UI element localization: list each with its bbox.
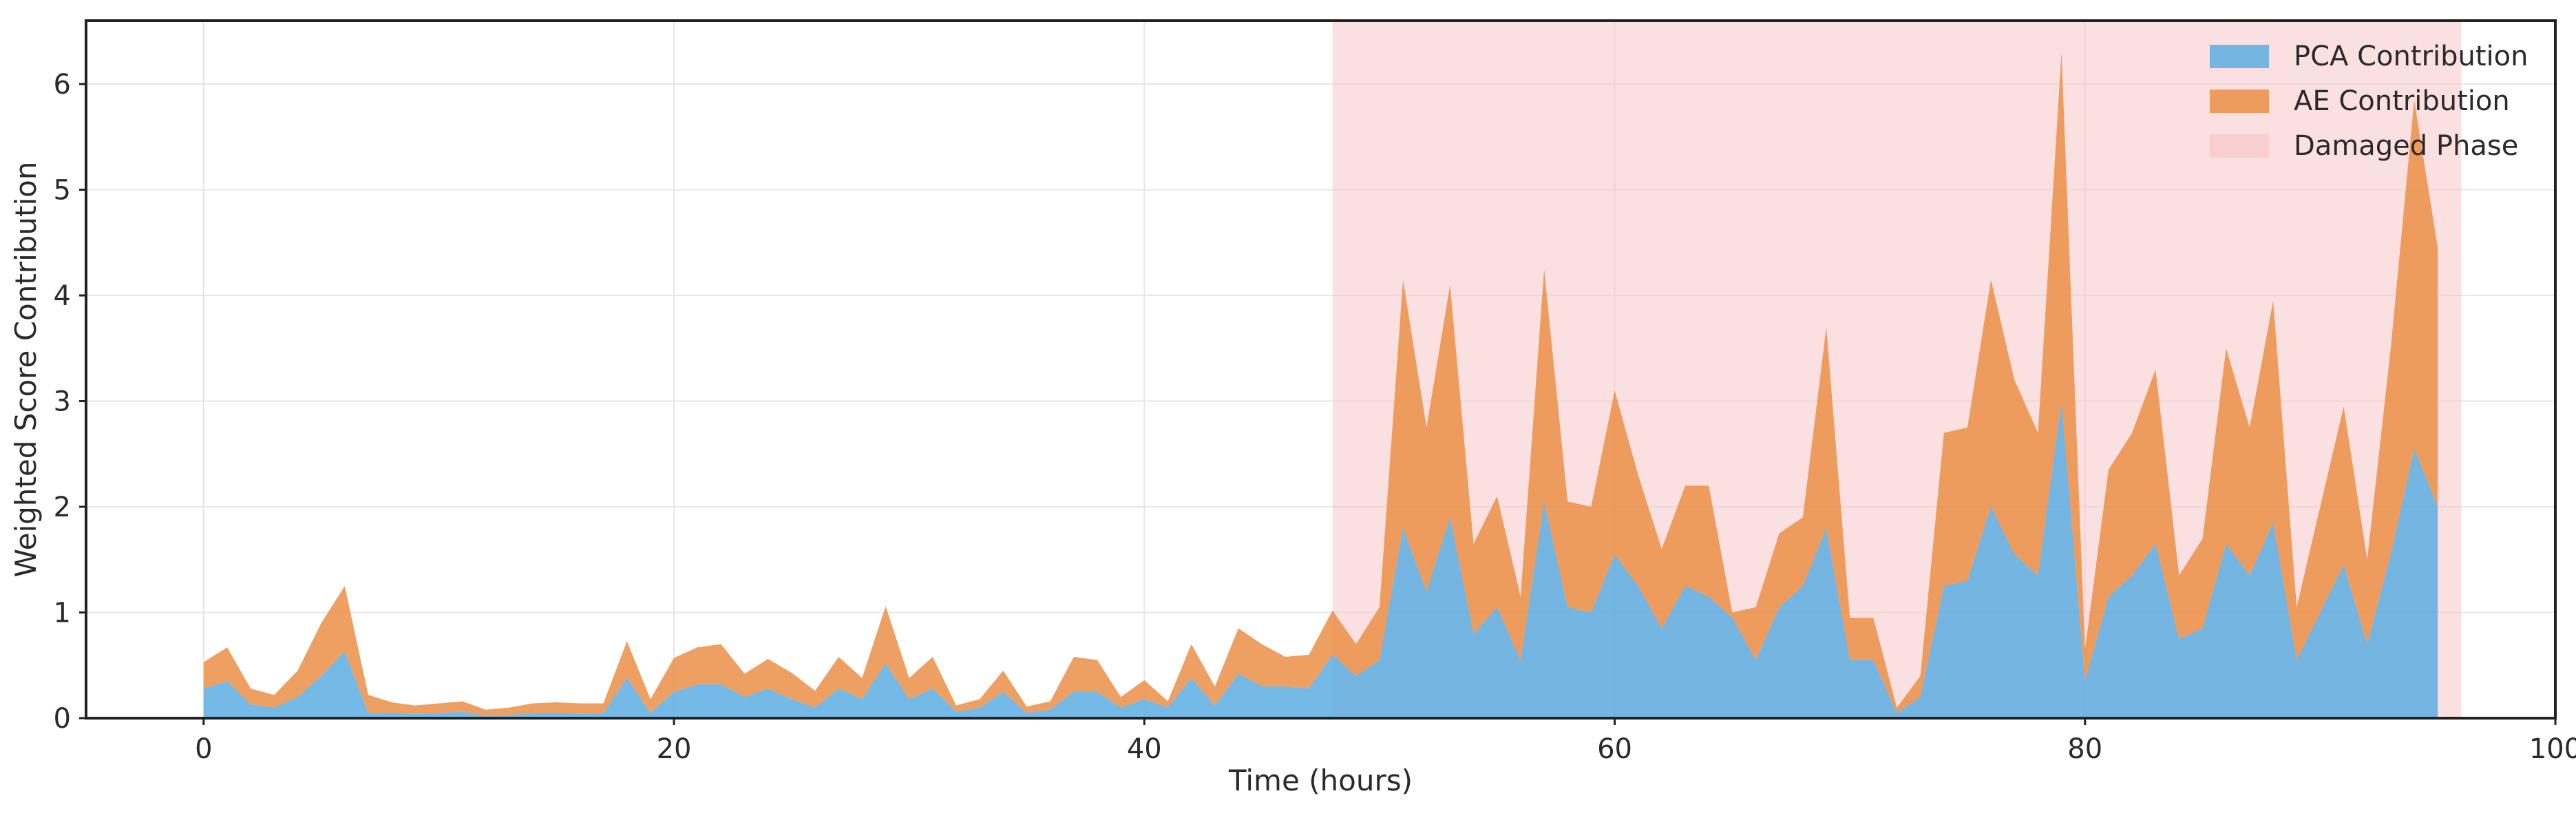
legend: PCA Contribution AE Contribution Damaged… bbox=[2210, 41, 2529, 162]
y-tick-label: 6 bbox=[54, 69, 71, 101]
x-tick-label: 0 bbox=[195, 733, 212, 765]
plot-frame bbox=[85, 19, 2557, 720]
y-tick-label: 0 bbox=[54, 703, 71, 735]
y-axis-label: Weighted Score Contribution bbox=[9, 162, 43, 578]
legend-label-damaged-phase: Damaged Phase bbox=[2294, 130, 2518, 162]
legend-label-ae: AE Contribution bbox=[2294, 85, 2510, 117]
stacked-areas bbox=[203, 52, 2438, 718]
legend-swatch-ae bbox=[2210, 90, 2269, 113]
axis-ticks: 0 20 40 60 80 100 0 1 2 3 4 5 6 bbox=[54, 69, 2576, 765]
x-tick-label: 100 bbox=[2529, 733, 2576, 765]
y-tick-label: 1 bbox=[54, 598, 71, 629]
pca-contribution-area bbox=[203, 401, 2438, 718]
y-tick-label: 3 bbox=[54, 386, 71, 418]
x-tick-label: 20 bbox=[657, 733, 692, 765]
x-tick-label: 80 bbox=[2067, 733, 2102, 765]
legend-label-pca: PCA Contribution bbox=[2294, 41, 2529, 72]
legend-swatch-pca bbox=[2210, 45, 2269, 68]
x-tick-label: 60 bbox=[1597, 733, 1632, 765]
legend-swatch-damaged-phase bbox=[2210, 134, 2269, 158]
x-tick-label: 40 bbox=[1127, 733, 1162, 765]
y-tick-label: 4 bbox=[54, 280, 71, 312]
x-axis-label: Time (hours) bbox=[1228, 764, 1413, 797]
y-tick-label: 5 bbox=[54, 175, 71, 207]
ae-contribution-area bbox=[203, 52, 2438, 716]
y-tick-label: 2 bbox=[54, 492, 71, 523]
